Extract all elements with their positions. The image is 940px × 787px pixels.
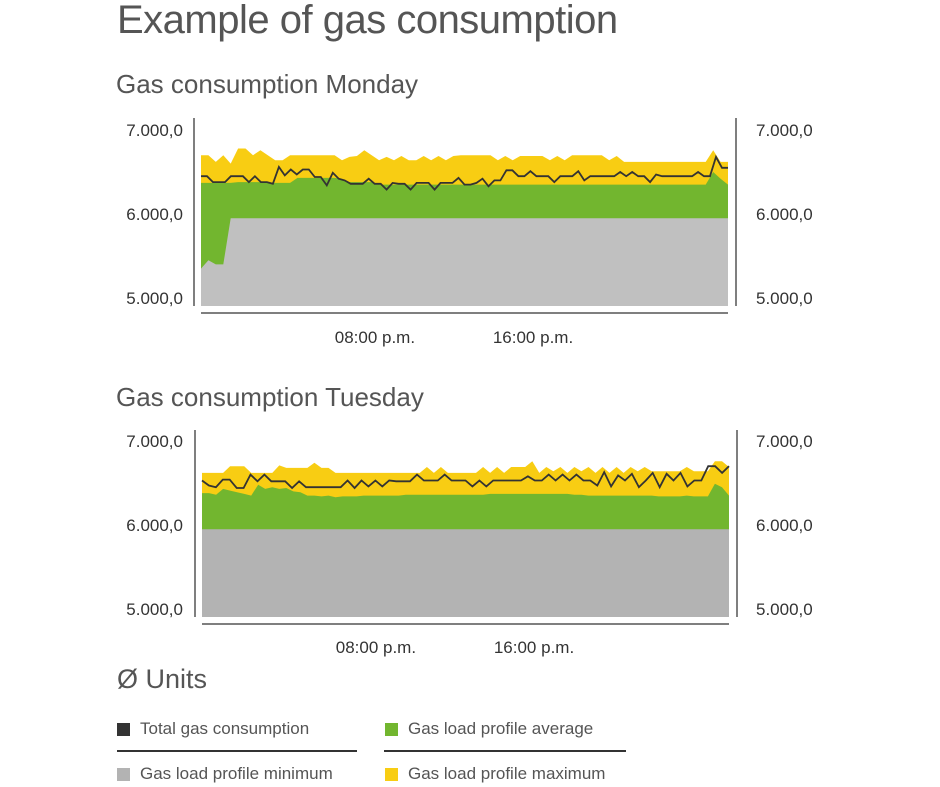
y-tick-label-left: 7.000,0 — [126, 432, 183, 451]
x-tick-label: 08:00 p.m. — [335, 328, 415, 347]
legend-divider — [117, 750, 357, 752]
series-total-line — [201, 465, 730, 490]
page-title: Example of gas consumption — [117, 0, 618, 42]
x-tick-label: 16:00 p.m. — [494, 638, 574, 657]
chart-monday: 7.000,0 7.000,0 6.000,0 6.000,0 5.000,0 5.000… — [126, 118, 813, 347]
legend-swatch-minimum-icon — [117, 767, 130, 781]
legend-label: Gas load profile minimum — [140, 764, 333, 783]
y-tick-label-right: 7.000,0 — [756, 432, 813, 451]
legend-item-total: Total gas consumption — [117, 719, 309, 739]
legend-divider — [384, 750, 626, 752]
y-tick-label-left: 6.000,0 — [126, 516, 183, 535]
y-tick-label-right: 6.000,0 — [756, 516, 813, 535]
y-tick-label-left: 5.000,0 — [126, 289, 183, 308]
units-title: Ø Units — [117, 664, 208, 694]
legend-swatch-average-icon — [385, 722, 398, 736]
chart-title-tuesday: Gas consumption Tuesday — [116, 382, 424, 412]
y-tick-label-left: 7.000,0 — [126, 121, 183, 140]
y-tick-label-right: 5.000,0 — [756, 600, 813, 619]
y-tick-label-left: 5.000,0 — [126, 600, 183, 619]
legend-label: Total gas consumption — [140, 719, 310, 738]
legend-item-maximum: Gas load profile maximum — [385, 764, 605, 784]
chart-title-monday: Gas consumption Monday — [116, 69, 419, 99]
x-tick-label: 16:00 p.m. — [493, 328, 573, 347]
y-tick-label-left: 6.000,0 — [126, 205, 183, 224]
y-tick-label-right: 5.000,0 — [756, 289, 813, 308]
legend-item-minimum: Gas load profile minimum — [117, 764, 333, 784]
series-min-area — [202, 529, 729, 617]
x-tick-label: 08:00 p.m. — [336, 638, 416, 657]
chart-tuesday: 7.000,0 7.000,0 6.000,0 6.000,0 5.000,0 5.000… — [126, 430, 813, 657]
y-tick-label-right: 6.000,0 — [756, 205, 813, 224]
series-total-line — [201, 154, 728, 191]
series-min-area — [201, 218, 728, 306]
y-tick-label-right: 7.000,0 — [756, 121, 813, 140]
legend-label: Gas load profile maximum — [408, 764, 606, 783]
legend-item-average: Gas load profile average — [385, 719, 593, 739]
legend-swatch-total-icon — [117, 722, 130, 736]
legend-swatch-maximum-icon — [385, 767, 398, 781]
legend-label: Gas load profile average — [408, 719, 594, 738]
